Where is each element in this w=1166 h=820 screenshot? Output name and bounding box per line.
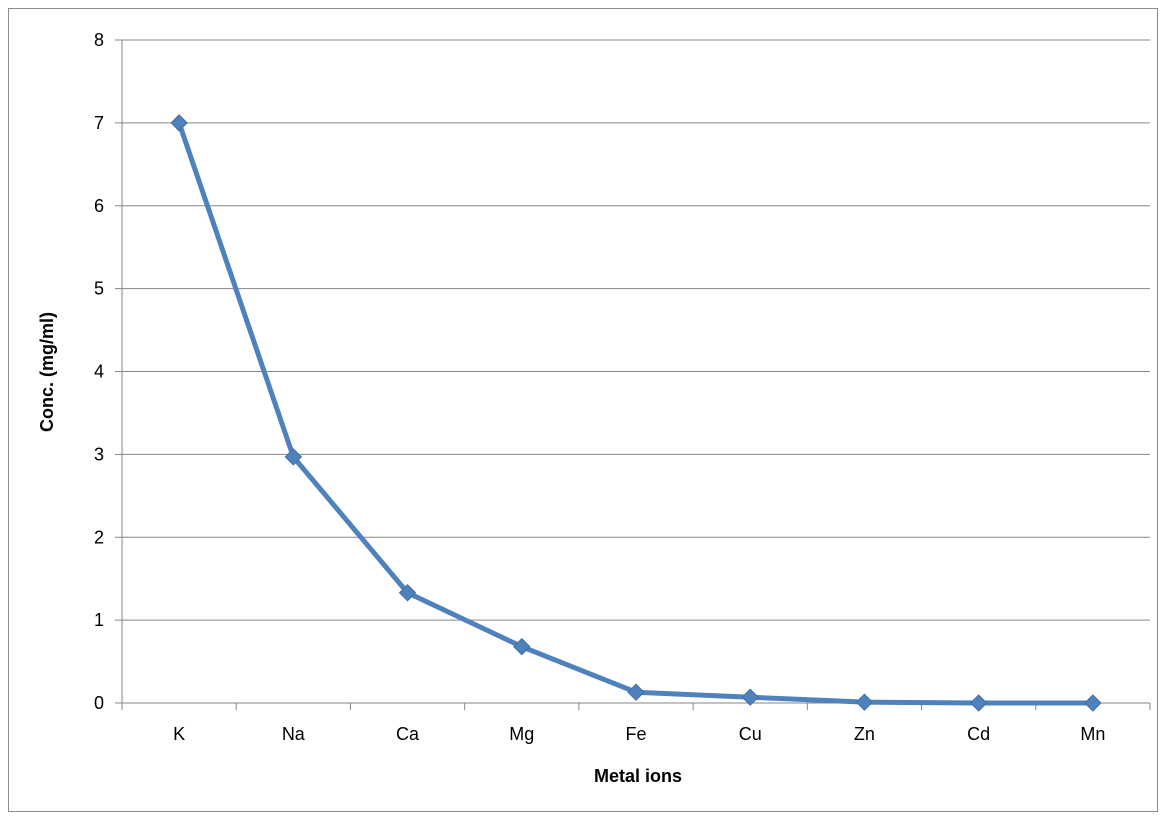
data-point-marker [513,637,531,656]
x-tick-label: Fe [625,724,646,744]
y-tick-label: 1 [94,610,104,630]
y-tick-label: 2 [94,527,104,547]
series [170,114,1102,712]
gridlines [122,39,1150,621]
y-tick-label: 8 [94,30,104,50]
x-tick-label: Cu [739,724,762,744]
data-point-marker [969,694,988,712]
data-point-marker [855,693,874,711]
x-axis-title: Metal ions [594,766,682,786]
x-tick-label: K [173,724,185,744]
data-point-marker [170,114,188,132]
data-point-marker [627,683,645,701]
x-tick-labels: K Na Ca Mg Fe Cu Zn Cd Mn [173,724,1105,744]
x-tick-label: Cd [967,724,990,744]
y-tick-label: 3 [94,444,104,464]
x-tick-label: Mg [509,724,534,744]
y-tick-label: 5 [94,279,104,299]
x-tick-label: Mn [1080,724,1105,744]
data-point-marker [398,584,417,602]
data-point-marker [741,688,759,706]
axes [115,39,1151,710]
x-tick-label: Zn [854,724,875,744]
y-tick-label: 7 [94,113,104,133]
chart-frame [8,8,1158,812]
data-point-marker [284,448,303,466]
y-axis-title: Conc. (mg/ml) [37,312,57,432]
y-tick-label: 4 [94,362,104,382]
data-point-marker [1084,694,1102,712]
x-tick-label: Na [282,724,306,744]
y-tick-label: 0 [94,693,104,713]
series-line [176,120,1096,706]
x-tick-label: Ca [396,724,420,744]
y-tick-labels: 0 1 2 3 4 5 6 7 8 [94,30,104,713]
y-tick-label: 6 [94,196,104,216]
